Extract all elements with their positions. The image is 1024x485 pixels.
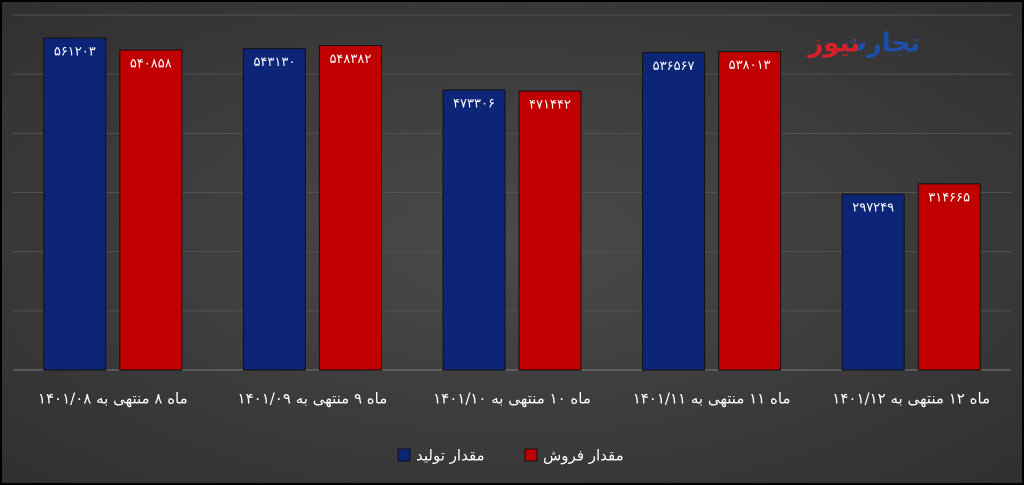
bar <box>642 52 706 371</box>
bar <box>442 89 506 371</box>
legend-swatch <box>397 448 411 462</box>
data-label: ۵۴۳۱۳۰ <box>253 55 295 70</box>
bar <box>242 48 306 371</box>
data-label: ۳۱۴۶۶۵ <box>928 190 970 205</box>
bar <box>718 51 782 371</box>
bar <box>917 183 981 371</box>
legend-label: مقدار فروش <box>543 447 624 465</box>
legend-swatch <box>524 448 538 462</box>
x-tick-label: ماه ۱۰ منتهی به ۱۴۰۱/۱۰ <box>433 390 591 408</box>
data-label: ۲۹۷۲۴۹ <box>852 201 894 216</box>
x-tick-label: ماه ۱۲ منتهی به ۱۴۰۱/۱۲ <box>832 390 990 408</box>
data-label: ۵۴۸۳۸۲ <box>329 52 371 67</box>
data-label: ۵۶۱۲۰۳ <box>54 44 96 59</box>
legend-label: مقدار تولید <box>416 447 485 465</box>
bar <box>43 37 107 371</box>
bar <box>119 49 183 371</box>
data-label: ۴۷۱۴۴۲ <box>529 98 571 113</box>
x-tick-label: ماه ۹ منتهی به ۱۴۰۱/۰۹ <box>238 390 388 408</box>
logo-part2: نیوز <box>806 29 860 59</box>
data-label: ۴۷۳۳۰۶ <box>453 96 495 111</box>
data-label: ۵۴۰۸۵۸ <box>130 56 172 71</box>
data-label: ۵۳۸۰۱۳ <box>729 58 771 73</box>
x-tick-label: ماه ۱۱ منتهی به ۱۴۰۱/۱۱ <box>633 390 791 408</box>
bar <box>841 193 905 371</box>
data-label: ۵۳۶۵۶۷ <box>653 59 695 74</box>
bar <box>518 90 582 371</box>
x-tick-label: ماه ۸ منتهی به ۱۴۰۱/۰۸ <box>38 390 188 408</box>
logo-part1: تجارت <box>841 29 920 59</box>
bar <box>318 45 382 371</box>
